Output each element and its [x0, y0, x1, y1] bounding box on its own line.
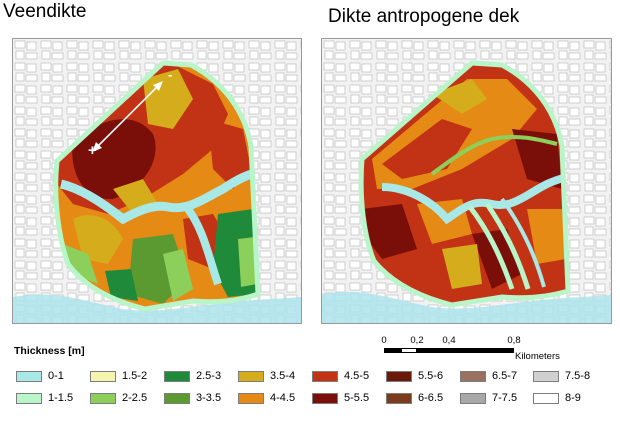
scale-bar: 0 0,2 0,4 0,8 Kilometers: [381, 335, 612, 365]
legend-label: 7.5-8: [565, 370, 591, 382]
right-map-title: Dikte antropogene dek: [328, 6, 520, 27]
transect-arrow: [92, 81, 163, 152]
scale-tick-0-4: 0,4: [442, 335, 456, 346]
anthropogenic-cover-map-canvas: [322, 39, 611, 323]
legend-label: 3-3.5: [196, 392, 222, 404]
legend-item: 1.5-2: [90, 369, 147, 383]
legend-swatch: [16, 370, 42, 382]
scale-tick-0-2: 0,2: [410, 335, 424, 346]
legend-label: 2-2.5: [122, 392, 148, 404]
legend-swatch: [312, 392, 338, 404]
legend-swatch: [533, 392, 559, 404]
legend-item: 2.5-3: [164, 369, 221, 383]
legend-item: 4.5-5: [312, 369, 369, 383]
transect-start-symbol: +: [88, 142, 97, 159]
legend-item: 7.5-8: [533, 369, 590, 383]
legend-swatch: [164, 392, 190, 404]
legend-item: 3-3.5: [164, 391, 221, 405]
scale-tick-0-8: 0,8: [507, 335, 521, 346]
legend-swatch: [164, 370, 190, 382]
legend-swatch: [238, 392, 264, 404]
legend-swatch: [386, 392, 412, 404]
scale-unit: Kilometers: [515, 351, 560, 362]
legend-swatch: [90, 370, 116, 382]
scale-tick-0: 0: [381, 335, 387, 346]
legend-title: Thickness [m]: [14, 345, 85, 357]
legend-swatch: [312, 370, 338, 382]
legend-swatch: [238, 370, 264, 382]
legend-label: 8-9: [565, 392, 581, 404]
legend-item: 7-7.5: [460, 391, 517, 405]
legend-label: 0-1: [48, 370, 64, 382]
legend-swatch: [460, 370, 486, 382]
scale-segment: [401, 348, 417, 353]
legend-label: 4-4.5: [270, 392, 296, 404]
legend-swatch: [16, 392, 42, 404]
legend-label: 2.5-3: [196, 370, 222, 382]
legend-swatch: [533, 370, 559, 382]
legend-item: 4-4.5: [238, 391, 295, 405]
legend-label: 6.5-7: [492, 370, 518, 382]
legend-swatch: [460, 392, 486, 404]
scale-segment: [417, 348, 449, 353]
legend-label: 6-6.5: [418, 392, 444, 404]
legend-item: 5.5-6: [386, 369, 443, 383]
transect-end-symbol: -: [168, 67, 172, 82]
legend-swatch: [90, 392, 116, 404]
legend-label: 7-7.5: [492, 392, 518, 404]
legend-label: 5.5-6: [418, 370, 444, 382]
legend-label: 5-5.5: [344, 392, 370, 404]
legend-label: 4.5-5: [344, 370, 370, 382]
scale-segment: [449, 348, 514, 353]
anthropogenic-cover-map: [321, 38, 612, 324]
legend-item: 2-2.5: [90, 391, 147, 405]
legend-item: 0-1: [16, 369, 64, 383]
legend-item: 6-6.5: [386, 391, 443, 405]
left-map-title: Veendikte: [3, 1, 87, 22]
legend-item: 8-9: [533, 391, 581, 405]
legend-item: 1-1.5: [16, 391, 73, 405]
scale-segment: [384, 348, 401, 353]
legend-label: 1.5-2: [122, 370, 148, 382]
legend-item: 5-5.5: [312, 391, 369, 405]
legend-label: 1-1.5: [48, 392, 74, 404]
legend-item: 3.5-4: [238, 369, 295, 383]
peat-thickness-map-canvas: + -: [13, 39, 301, 323]
legend-label: 3.5-4: [270, 370, 296, 382]
legend-item: 6.5-7: [460, 369, 517, 383]
peat-thickness-map: + -: [12, 38, 302, 324]
legend-swatch: [386, 370, 412, 382]
